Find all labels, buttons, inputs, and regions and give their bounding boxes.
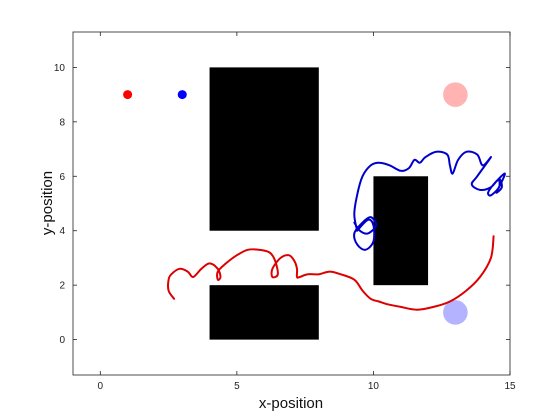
y-axis-label: y-position bbox=[39, 171, 56, 235]
x-axis-label: x-position bbox=[259, 395, 323, 412]
start-point bbox=[177, 90, 187, 100]
obstacle bbox=[209, 285, 319, 340]
y-tick-label: 6 bbox=[59, 172, 65, 183]
goal-region bbox=[443, 82, 468, 107]
trajectory-line bbox=[353, 150, 506, 232]
trajectory-line bbox=[353, 216, 378, 251]
goal-region bbox=[443, 300, 468, 325]
y-tick-label: 4 bbox=[59, 226, 65, 237]
x-tick-label: 15 bbox=[504, 381, 516, 392]
start-point bbox=[123, 90, 133, 100]
y-tick-label: 0 bbox=[59, 335, 65, 346]
trajectory-line bbox=[167, 235, 495, 311]
y-tick-label: 2 bbox=[59, 281, 65, 292]
x-tick-label: 10 bbox=[368, 381, 380, 392]
obstacle bbox=[373, 176, 429, 286]
y-tick-label: 10 bbox=[54, 63, 66, 74]
obstacle bbox=[209, 67, 319, 231]
y-tick-label: 8 bbox=[59, 117, 65, 128]
x-tick-label: 0 bbox=[98, 381, 104, 392]
x-tick-label: 5 bbox=[234, 381, 240, 392]
